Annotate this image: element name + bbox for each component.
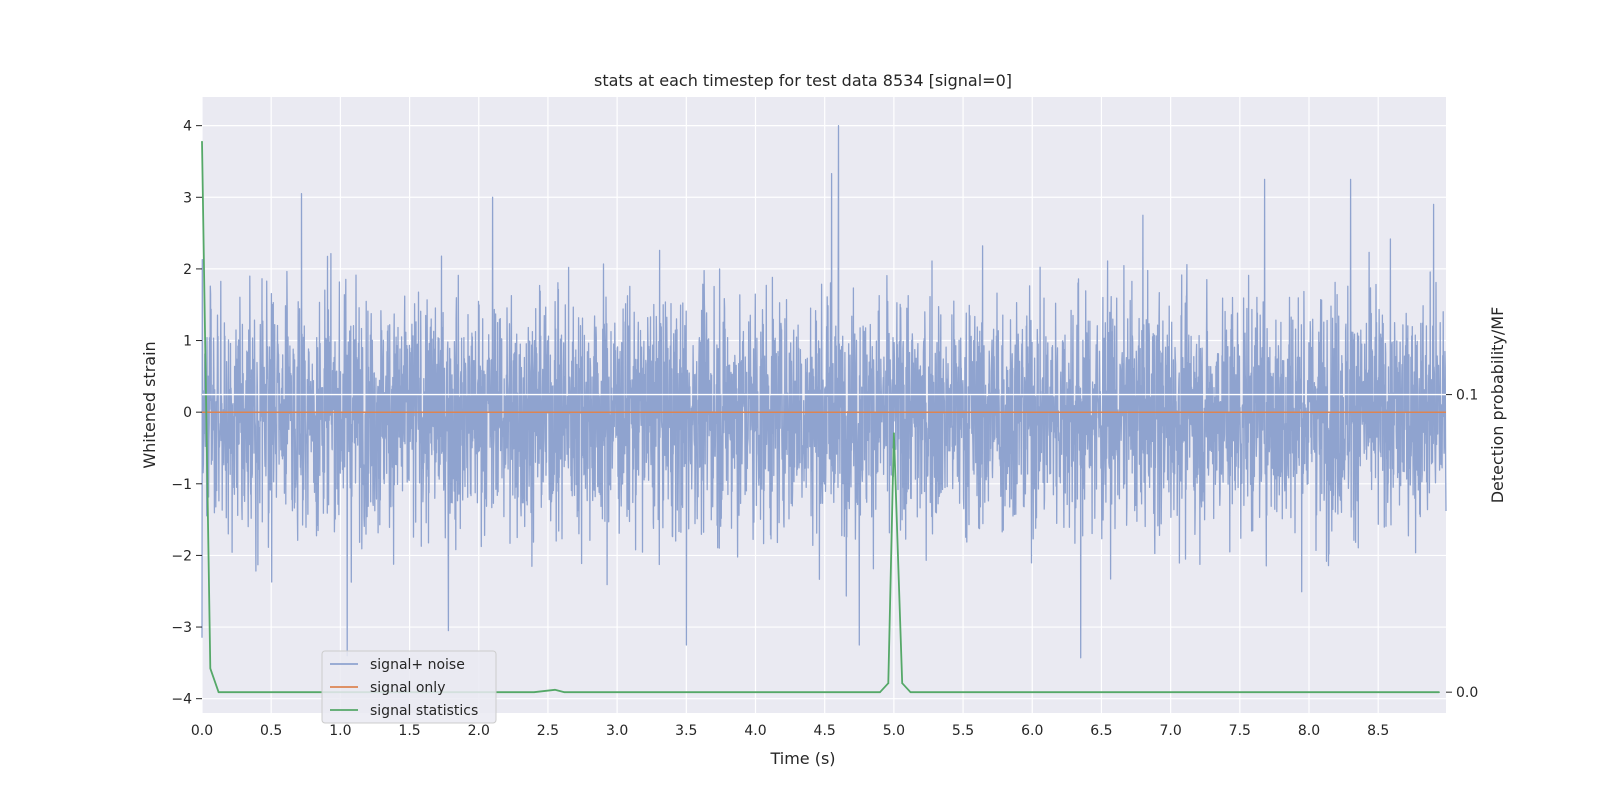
x-tick-label: 4.0: [744, 723, 766, 739]
y-tick-label: 4: [183, 119, 192, 135]
y2-tick-label: 0.0: [1456, 685, 1478, 701]
x-tick-label: 4.5: [814, 723, 836, 739]
x-tick-label: 0.0: [191, 723, 213, 739]
x-tick-label: 3.0: [606, 723, 628, 739]
y-tick-label: −4: [171, 692, 192, 708]
data-point: [909, 691, 912, 693]
y-axis-ticks: −4 −3 −2 −1 0 1 2 3 4: [171, 119, 202, 708]
y-tick-label: 1: [183, 334, 192, 350]
x-tick-label: 7.0: [1159, 723, 1181, 739]
y-tick-label: 2: [183, 262, 192, 278]
x-tick-label: 2.0: [468, 723, 490, 739]
series-signal-plus-noise: [201, 125, 1447, 659]
x-tick-label: 5.0: [883, 723, 905, 739]
legend-label: signal statistics: [370, 703, 478, 719]
y-tick-label: −3: [171, 620, 192, 636]
legend-box: [321, 650, 497, 724]
y-tick-label: 0: [183, 405, 192, 421]
x-tick-label: 8.0: [1298, 723, 1320, 739]
series-line-signal-plus-noise: [201, 125, 1447, 659]
y2-axis-label: Detection probability/MF: [1488, 307, 1507, 504]
data-point: [563, 691, 566, 693]
x-tick-label: 5.5: [952, 723, 974, 739]
x-tick-label: 1.0: [329, 723, 351, 739]
x-axis-label: Time (s): [769, 749, 835, 768]
data-point: [893, 432, 895, 435]
data-point: [1438, 691, 1440, 693]
data-point: [201, 140, 203, 143]
x-tick-label: 1.5: [398, 723, 420, 739]
data-point: [554, 688, 556, 691]
x-tick-label: 0.5: [260, 723, 282, 739]
y2-tick-label: 0.1: [1456, 388, 1478, 404]
data-point: [901, 682, 903, 685]
x-tick-label: 3.5: [675, 723, 697, 739]
x-tick-label: 6.0: [1021, 723, 1043, 739]
y-tick-label: −2: [171, 548, 192, 564]
data-point: [879, 691, 881, 693]
x-axis-ticks: 0.0 0.5 1.0 1.5 2.0 2.5 3.0 3.5 4.0 4.5 5.0 5.5 6.0 6…: [191, 723, 1389, 739]
data-point: [887, 682, 890, 685]
series-line-signal-statistics: [201, 141, 1440, 694]
data-point: [217, 691, 220, 693]
x-tick-label: 8.5: [1367, 723, 1389, 739]
x-tick-label: 6.5: [1090, 723, 1112, 739]
data-point: [533, 691, 535, 693]
legend-label: signal+ noise: [370, 657, 465, 673]
y2-axis-ticks: 0.0 0.1: [1446, 388, 1478, 701]
y-tick-label: −1: [171, 477, 192, 493]
legend-label: signal only: [370, 680, 445, 696]
chart-title: stats at each timestep for test data 853…: [594, 71, 1012, 90]
y-axis-label: Whitened strain: [140, 341, 159, 468]
data-point: [209, 667, 212, 670]
x-tick-label: 7.5: [1229, 723, 1251, 739]
series-signal-statistics: [201, 140, 1440, 694]
y-tick-label: 3: [183, 190, 192, 206]
x-tick-label: 2.5: [537, 723, 559, 739]
legend: signal+ noise signal only signal statistic…: [321, 650, 497, 724]
